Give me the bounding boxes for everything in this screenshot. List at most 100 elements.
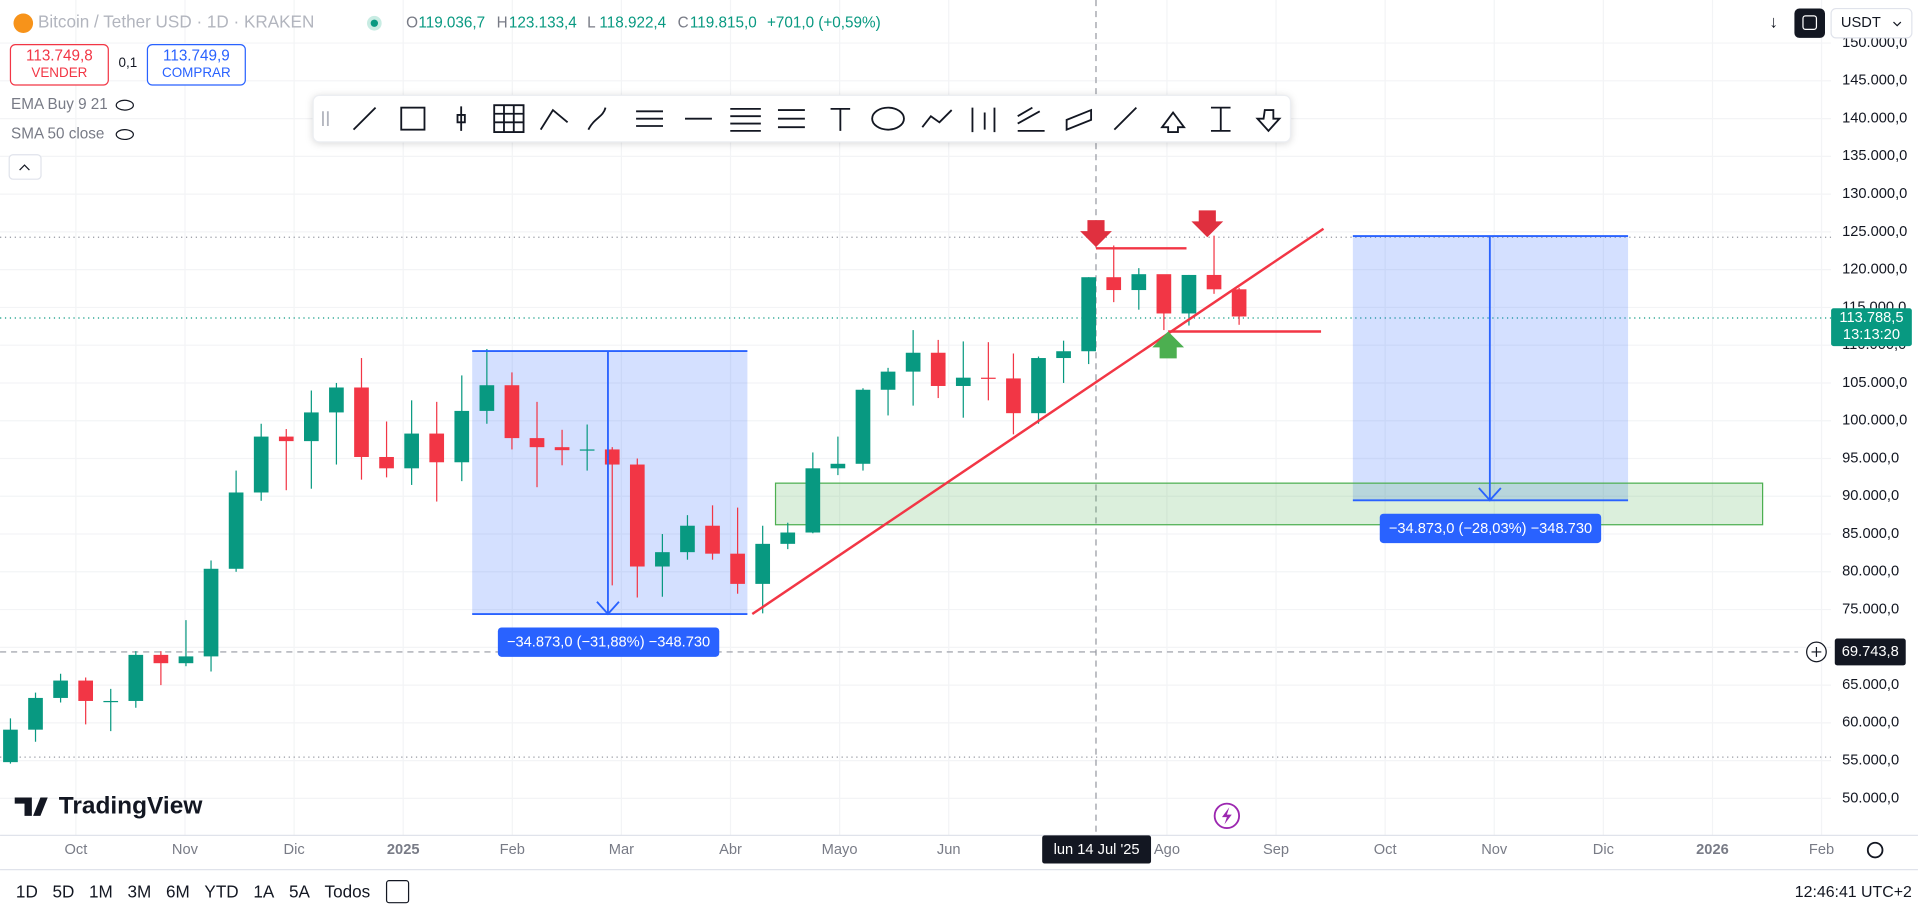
collapse-button[interactable] (8, 154, 42, 180)
symbol[interactable]: Bitcoin / Tether USD · 1D · KRAKEN (38, 13, 314, 32)
arrow-down[interactable] (1191, 210, 1224, 238)
interval-button[interactable]: 5A (289, 882, 311, 901)
logo: TradingView (59, 793, 204, 820)
interval-button[interactable]: 1M (89, 882, 113, 901)
x-tick-label: Feb (500, 842, 525, 858)
fullscreen-button[interactable] (1794, 8, 1825, 38)
candle-body (655, 552, 670, 567)
interval-button[interactable]: 1D (16, 882, 38, 901)
candle-body (228, 492, 244, 569)
x-tick-label: Oct (64, 842, 87, 858)
hidden-eye[interactable] (115, 99, 134, 111)
candles (3, 235, 1247, 764)
measure-label: −34.873,0 (−31,88%) −348.730 (507, 635, 710, 651)
arrow-down[interactable] (1080, 220, 1112, 248)
interval-button[interactable]: Todos (325, 882, 371, 901)
scroll-down[interactable]: ↓ (1769, 13, 1778, 32)
buy-label[interactable]: COMPRAR (162, 65, 231, 80)
clock[interactable]: 12:46:41 UTC+2 (1795, 884, 1912, 901)
candle-body (454, 410, 470, 463)
candle-body (379, 456, 394, 469)
x-tick-label: Oct (1374, 842, 1397, 858)
candle-body (404, 433, 419, 469)
y-tick-label: 130.000,0 (1842, 186, 1907, 202)
y-tick-label: 120.000,0 (1842, 262, 1907, 278)
y-tick-label: 105.000,0 (1842, 375, 1907, 391)
crosshair-date: lun 14 Jul '25 (1054, 842, 1140, 858)
interval-button[interactable]: YTD (204, 882, 238, 901)
interval-button[interactable]: 5D (52, 882, 74, 901)
y-tick-label: 140.000,0 (1842, 110, 1907, 126)
interval-button[interactable]: 1A (253, 882, 275, 901)
sell-label[interactable]: VENDER (31, 65, 87, 80)
y-axis: 50.000,055.000,060.000,065.000,070.000,0… (1842, 35, 1907, 806)
date-range-icon[interactable] (385, 880, 410, 904)
candle-body (1106, 277, 1122, 291)
candle-body (855, 389, 871, 464)
candle-body (905, 352, 921, 372)
candle-body (203, 568, 219, 657)
candle-body (153, 654, 169, 664)
x-tick-label: Feb (1809, 842, 1834, 858)
candle-body (805, 468, 821, 533)
crosshair-price: 69.743,8 (1842, 644, 1899, 660)
x-tick-label: Nov (172, 842, 199, 858)
sell-button[interactable] (9, 44, 109, 86)
x-tick-label: Dic (1593, 842, 1614, 858)
x-tick-label: Ago (1154, 842, 1180, 858)
candle-body (78, 680, 94, 701)
change: +701,0 (+0,59%) (767, 14, 881, 31)
interval-button[interactable]: 6M (166, 882, 190, 901)
indicator[interactable]: EMA Buy 9 21 (11, 96, 108, 113)
fullscreen-icon (1802, 15, 1818, 30)
candle-body (629, 464, 645, 567)
candle-body (278, 436, 294, 442)
settings-icon[interactable] (1866, 841, 1884, 859)
candle-body (1081, 277, 1096, 352)
currency-button[interactable] (1830, 7, 1913, 39)
candle-body (128, 654, 144, 701)
measure-label-box (1379, 513, 1602, 544)
ohlc-label: H (497, 14, 508, 31)
crosshair-date-tag (1042, 835, 1152, 864)
intervals: 1D 5D 1M 3M 6M YTD 1A 5A Todos (16, 882, 370, 901)
candle-body (1181, 274, 1197, 314)
measure-lines (472, 235, 1629, 616)
currency[interactable]: USDT (1841, 15, 1881, 31)
y-tick-label: 55.000,0 (1842, 753, 1899, 769)
price-scale[interactable] (1831, 0, 1918, 836)
candle-body (329, 387, 344, 413)
coin-icon (13, 13, 34, 34)
chevron-up (19, 164, 30, 171)
y-tick-label: 65.000,0 (1842, 677, 1899, 693)
measure-label-box (497, 627, 720, 657)
y-tick-label: 125.000,0 (1842, 224, 1907, 240)
ohlc-value: 119.815,0 (690, 14, 757, 31)
logo-mark (14, 797, 48, 816)
countdown: 13:13:20 (1843, 327, 1900, 343)
candle-body (1156, 274, 1172, 314)
buy-price[interactable]: 113.749,9 (163, 47, 230, 64)
y-tick-label: 50.000,0 (1842, 790, 1899, 806)
x-tick-label: Dic (284, 842, 305, 858)
ohlc-value: 119.036,7 (418, 14, 485, 31)
candle-body (28, 697, 43, 730)
candle-body (354, 387, 369, 457)
candle-body (755, 543, 771, 584)
y-tick-label: 80.000,0 (1842, 564, 1899, 580)
trend-drawings[interactable] (751, 227, 1325, 616)
candle-body (429, 433, 445, 463)
toolbar-icons[interactable] (322, 104, 1282, 134)
hidden-eye[interactable] (115, 129, 134, 141)
interval-button[interactable]: 3M (128, 882, 152, 901)
x-tick-label: 2026 (1696, 842, 1729, 858)
x-tick-label: Sep (1263, 842, 1289, 858)
candle-body (1131, 274, 1147, 291)
x-tick-label: Jun (937, 842, 961, 858)
indicator[interactable]: SMA 50 close (11, 126, 104, 143)
candle-body (880, 371, 896, 390)
arrow-up[interactable] (1152, 331, 1185, 359)
zone-box[interactable] (774, 482, 1764, 526)
buy-button[interactable] (146, 44, 246, 86)
sell-price[interactable]: 113.749,8 (26, 47, 93, 64)
